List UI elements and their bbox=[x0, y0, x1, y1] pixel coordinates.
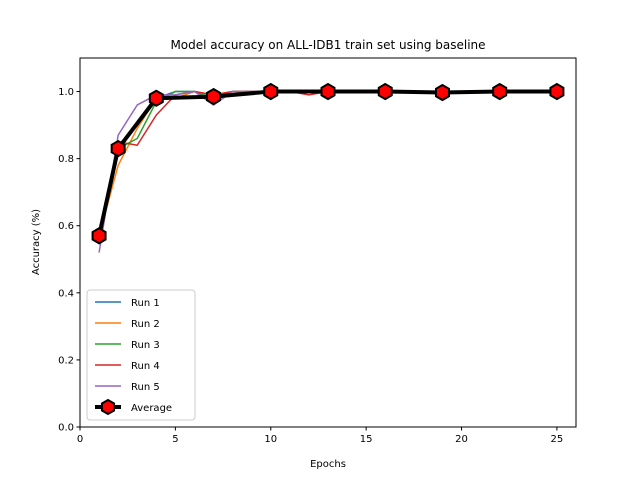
average-marker bbox=[91, 227, 107, 245]
y-tick-label: 0.6 bbox=[58, 221, 74, 232]
legend-marker bbox=[100, 398, 116, 416]
y-tick-label: 0.0 bbox=[58, 423, 74, 434]
legend-label: Run 3 bbox=[131, 340, 160, 351]
y-axis-label: Accuracy (%) bbox=[31, 209, 42, 275]
average-marker bbox=[148, 89, 164, 107]
legend-label: Average bbox=[131, 403, 172, 414]
x-tick-label: 10 bbox=[264, 434, 277, 445]
average-marker bbox=[263, 82, 279, 101]
average-marker bbox=[377, 82, 393, 101]
chart-title: Model accuracy on ALL-IDB1 train set usi… bbox=[170, 38, 485, 52]
legend-box bbox=[86, 289, 196, 421]
average-marker bbox=[549, 82, 565, 101]
x-tick-label: 0 bbox=[77, 434, 83, 445]
legend-label: Run 4 bbox=[131, 361, 160, 372]
average-marker bbox=[492, 82, 508, 101]
legend: Run 1 Run 2 Run 3 Run 4 Run 5 Average bbox=[86, 289, 196, 421]
x-axis-label: Epochs bbox=[310, 459, 346, 470]
average-marker bbox=[110, 139, 126, 158]
axes-frame bbox=[79, 57, 577, 428]
x-tick-label: 20 bbox=[455, 434, 468, 445]
x-tick-label: 15 bbox=[360, 434, 373, 445]
legend-label: Run 5 bbox=[131, 382, 160, 393]
x-tick-label: 5 bbox=[172, 434, 178, 445]
average-marker bbox=[434, 83, 450, 102]
x-tick-label: 25 bbox=[551, 434, 564, 445]
y-tick-label: 0.8 bbox=[58, 154, 74, 165]
legend-label: Run 2 bbox=[131, 319, 160, 330]
series-line-6 bbox=[97, 89, 557, 237]
y-tick-label: 0.4 bbox=[58, 288, 74, 299]
legend-label: Run 1 bbox=[131, 298, 160, 309]
y-tick-label: 0.2 bbox=[58, 355, 74, 366]
plot-area: 0 5 10 15 20 25 0.0 0.2 0.4 0.6 0.8 1.0 bbox=[58, 57, 577, 445]
average-marker bbox=[320, 82, 336, 101]
average-marker bbox=[206, 87, 222, 106]
y-tick-label: 1.0 bbox=[58, 87, 74, 98]
